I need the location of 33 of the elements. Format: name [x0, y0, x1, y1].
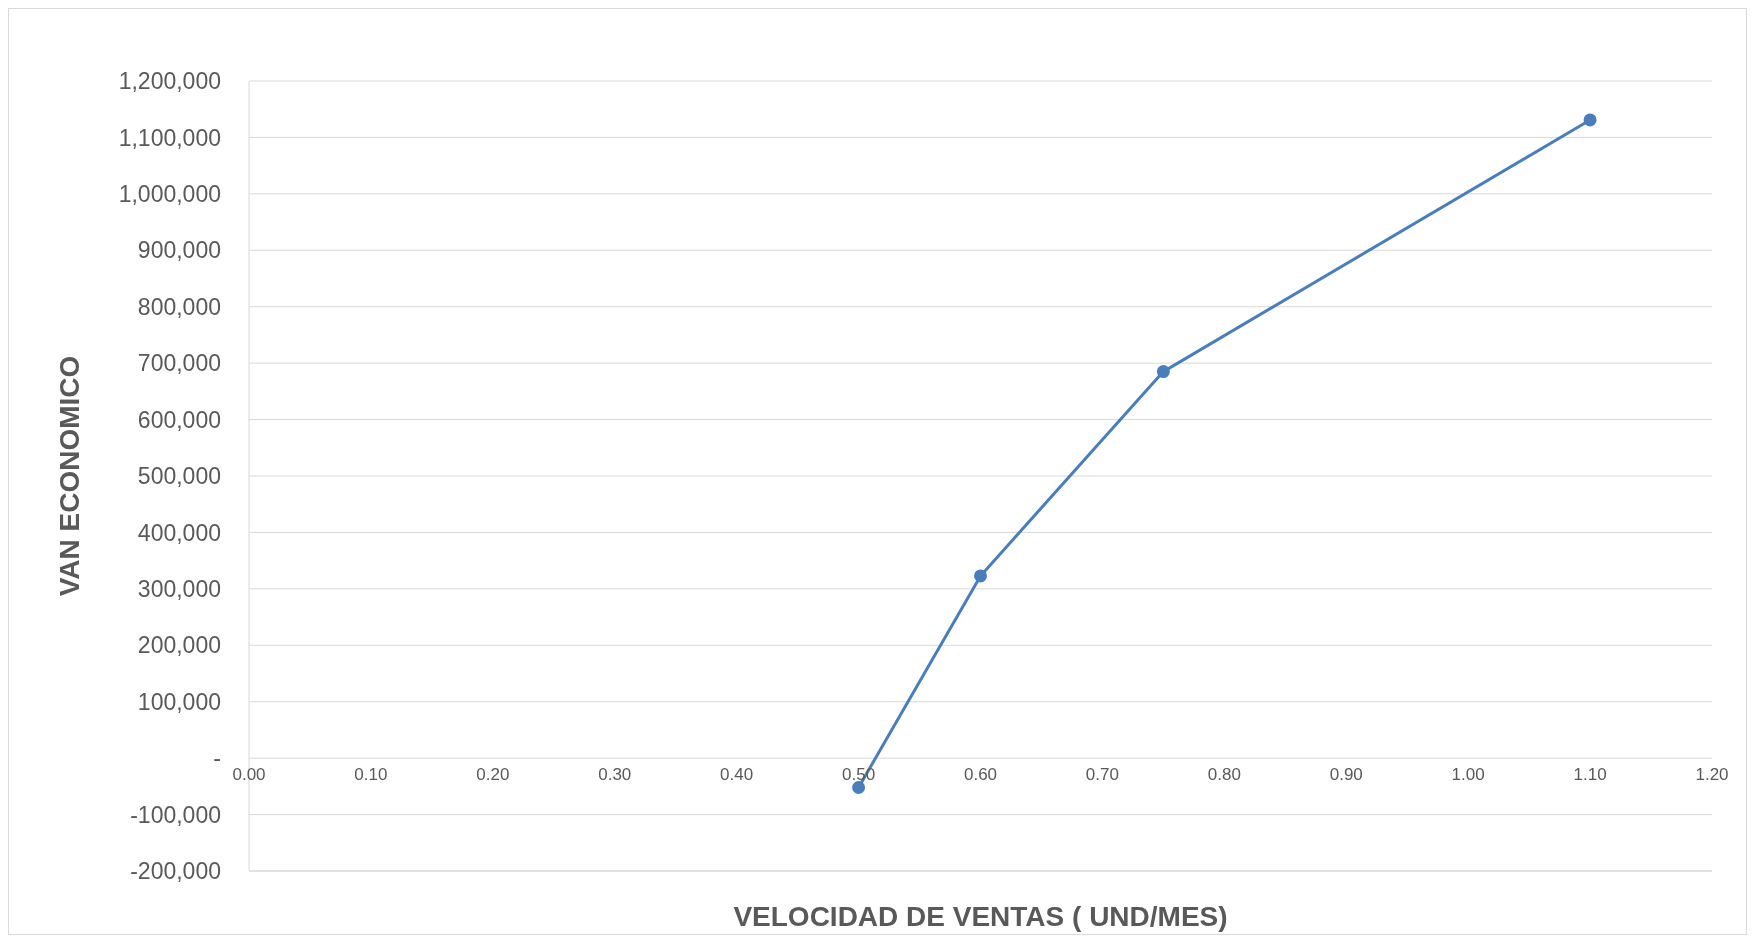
- y-tick-label: 300,000: [137, 576, 221, 603]
- x-axis-title: VELOCIDAD DE VENTAS ( UND/MES): [733, 901, 1228, 932]
- y-tick-label: 1,200,000: [118, 68, 221, 95]
- point: [852, 780, 866, 794]
- x-tick-label: 0.00: [232, 765, 266, 785]
- y-tick-label: -200,000: [130, 858, 221, 885]
- y-tick-label: 200,000: [137, 632, 221, 659]
- point: [1156, 365, 1170, 379]
- y-tick-label: 1,100,000: [118, 124, 221, 151]
- y-tick-label: 100,000: [137, 688, 221, 715]
- x-tick-label: 0.20: [476, 765, 510, 785]
- x-tick-label: 0.70: [1085, 765, 1119, 785]
- y-tick-label: 1,000,000: [118, 181, 221, 208]
- y-tick-label: 400,000: [137, 519, 221, 546]
- y-tick-label: 600,000: [137, 406, 221, 433]
- x-tick-label: 0.90: [1329, 765, 1363, 785]
- y-tick-label: -: [213, 745, 221, 772]
- y-axis-title: VAN ECONOMICO: [53, 355, 85, 597]
- x-tick-label: 0.80: [1207, 765, 1241, 785]
- x-tick-label: 1.00: [1451, 765, 1485, 785]
- x-tick-label: 1.20: [1695, 765, 1729, 785]
- x-tick-label: 0.10: [354, 765, 388, 785]
- y-tick-label: 900,000: [137, 237, 221, 264]
- point: [974, 569, 987, 583]
- y-tick-label: 700,000: [137, 350, 221, 377]
- y-tick-label: 800,000: [137, 293, 221, 320]
- y-tick-label: -100,000: [130, 801, 221, 828]
- x-tick-label: 0.30: [598, 765, 632, 785]
- x-tick-label: 0.40: [720, 765, 754, 785]
- y-tick-label: 500,000: [137, 463, 221, 490]
- point: [1583, 113, 1597, 127]
- x-tick-label: 0.60: [963, 765, 998, 785]
- x-tick-label: 1.10: [1573, 765, 1607, 785]
